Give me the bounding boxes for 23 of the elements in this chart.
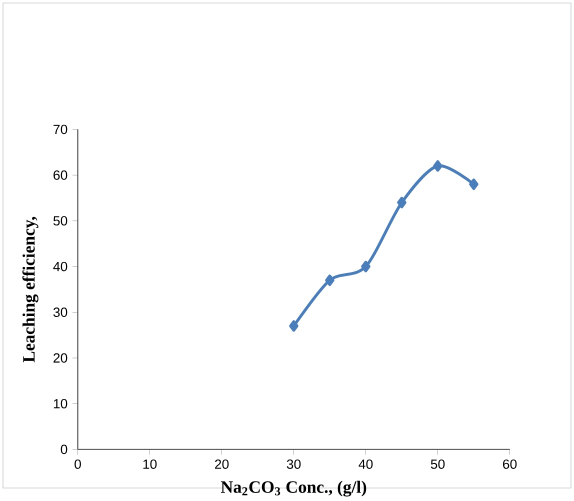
y-tick-label: 40 [53,262,68,272]
x-tick-label: 20 [215,459,229,469]
y-tick-label: 70 [54,124,68,134]
y-tick-label: 20 [54,353,68,363]
x-tick-label: 10 [143,459,157,469]
y-tick-label: 50 [53,216,68,226]
x-tick-label: 50 [430,459,445,469]
point [325,274,334,286]
y-tick-label: 60 [54,170,68,180]
point [469,178,478,190]
point [361,260,370,272]
x-tick-label: 30 [286,459,301,469]
y-axis-title: Leaching efficiency, [22,216,38,362]
y-tick-label: 30 [53,308,68,317]
x-tick-label: 0 [74,459,81,469]
y-tick-label: 0 [60,444,68,454]
x-axis-title: Na$_{2}$CO$_{3}$ Conc., (g/l) [220,480,366,497]
point [397,196,406,208]
point [433,160,442,172]
x-tick-label: 40 [358,459,373,469]
y-tick-label: 10 [54,398,68,408]
point [289,320,298,332]
x-tick-label: 60 [503,459,517,469]
